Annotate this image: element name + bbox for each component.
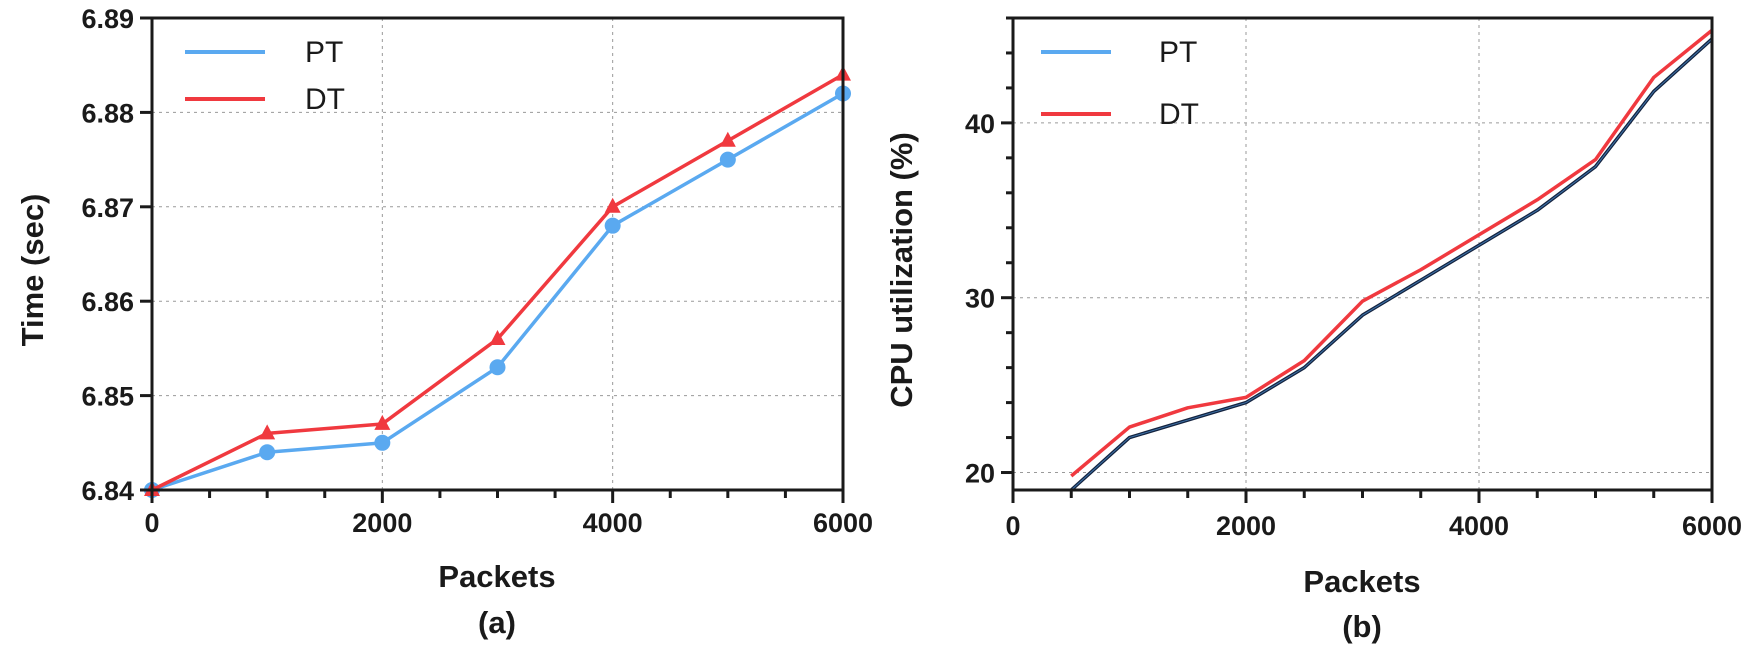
y-axis-label-a: Time (sec) [15,194,50,347]
y-tick-label-a: 6.86 [81,287,134,317]
y-tick-label-b: 30 [965,284,995,314]
legend-label-dt-a: DT [305,83,345,116]
data-point-pt-a [259,444,276,461]
data-point-dt-a [374,414,391,430]
panel-label-a: (a) [478,605,516,640]
x-tick-label-a: 6000 [813,508,873,538]
chart-panel-a: 0 2000 4000 6000 6.84 6.85 6.86 6.87 6.88 6.89 PT D… [81,4,873,538]
data-point-pt-a [719,151,736,168]
y-tick-label-a: 6.87 [81,193,134,223]
data-point-dt-a [604,197,621,213]
plot-frame-a [150,16,845,492]
x-tick-label-a: 4000 [583,508,643,538]
y-axis-label-b: CPU utilization (%) [884,132,919,408]
y-tick-label-a: 6.85 [81,382,134,412]
x-tick-label-b: 0 [1005,511,1020,541]
x-tick-label-b: 2000 [1216,511,1276,541]
legend-label-dt-b: DT [1159,98,1199,131]
series-line-highlight-pt-b [1070,38,1713,491]
legend-a: PT DT [185,36,345,116]
series-line-dt-b [1070,28,1714,478]
data-point-dt-a [489,329,506,345]
data-point-pt-a [374,434,391,451]
panel-label-b: (b) [1342,609,1382,644]
legend-b: PT DT [1041,36,1199,131]
y-tick-label-a: 6.84 [81,476,134,506]
plot-frame-b [1011,16,1714,492]
data-point-pt-a [489,359,506,376]
x-tick-label-b: 6000 [1682,511,1742,541]
y-tick-label-b: 20 [965,459,995,489]
data-point-dt-a [259,424,276,440]
series-line-pt-a [151,92,844,492]
x-axis-label-a: Packets [438,559,555,594]
legend-label-pt-a: PT [305,36,343,69]
legend-label-pt-b: PT [1159,36,1197,69]
chart-panel-b: 0 2000 4000 6000 20 30 40 PT DT [965,16,1742,541]
y-tick-label-a: 6.88 [81,98,134,128]
x-tick-label-a: 2000 [352,508,412,538]
x-axis-label-b: Packets [1303,564,1420,599]
x-tick-label-a: 0 [144,508,159,538]
series-line-dt-a [151,73,844,492]
y-tick-label-b: 40 [965,109,995,139]
data-point-dt-a [719,131,736,147]
y-tick-label-a: 6.89 [81,4,134,34]
x-tick-label-b: 4000 [1449,511,1509,541]
data-point-pt-a [604,217,621,234]
